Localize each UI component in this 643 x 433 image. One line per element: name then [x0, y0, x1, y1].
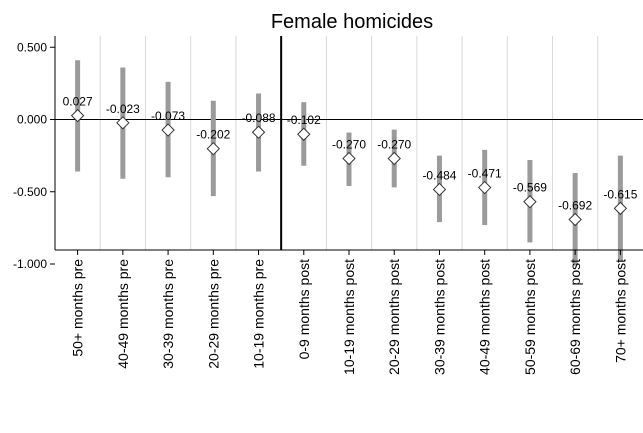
- point-marker: [116, 116, 130, 130]
- data-label: -0.073: [151, 109, 185, 123]
- y-tick-label: -0.500: [13, 185, 47, 199]
- point-marker: [613, 201, 628, 216]
- x-tick-label: 30-39 months post: [431, 259, 447, 375]
- data-label: 0.027: [63, 95, 93, 109]
- x-tick-label: 10-19 months post: [341, 259, 357, 375]
- point-marker: [568, 212, 582, 227]
- y-tick-label: 0.500: [17, 40, 47, 54]
- data-label: -0.088: [242, 111, 276, 125]
- point-marker: [342, 151, 356, 166]
- point-estimates: [70, 108, 628, 227]
- point-marker: [477, 180, 492, 195]
- x-tick-label: 40-49 months pre: [115, 259, 131, 369]
- y-tick-label: 0.000: [17, 113, 47, 127]
- x-tick-label: 40-49 months post: [477, 259, 493, 375]
- reference-lines: [55, 36, 643, 250]
- point-marker: [297, 127, 311, 141]
- data-label: -0.569: [513, 181, 547, 195]
- data-label: -0.484: [422, 168, 456, 182]
- y-axis: 0.500 0.000 -0.500 -1.000: [13, 36, 56, 271]
- data-labels: 0.027 -0.023 -0.073 -0.202 -0.088 -0.102 -0.27…: [63, 95, 638, 213]
- point-marker: [251, 125, 266, 139]
- point-marker: [206, 141, 221, 156]
- data-label: -0.270: [377, 138, 411, 152]
- data-label: -0.202: [196, 128, 230, 142]
- x-tick-label: 60-69 months post: [567, 259, 583, 375]
- y-tick-label: -1.000: [13, 257, 47, 271]
- data-label: -0.270: [332, 138, 366, 152]
- x-tick-label: 50+ months pre: [70, 259, 86, 357]
- point-marker: [387, 151, 401, 166]
- x-tick-label: 10-19 months pre: [251, 259, 267, 369]
- data-label: -0.102: [287, 113, 321, 127]
- data-label: -0.692: [558, 198, 592, 212]
- data-label: -0.471: [468, 167, 502, 181]
- point-marker: [70, 108, 85, 123]
- data-label: -0.023: [106, 102, 140, 116]
- x-tick-label: 20-29 months pre: [205, 259, 221, 369]
- x-tick-label: 70+ months post: [612, 259, 628, 363]
- point-marker: [161, 123, 175, 137]
- x-tick-label: 50-59 months post: [522, 259, 538, 375]
- x-tick-label: 30-39 months pre: [160, 259, 176, 369]
- point-marker: [523, 195, 537, 209]
- x-tick-label: 20-29 months post: [386, 259, 402, 375]
- x-axis: 50+ months pre 40-49 months pre 30-39 mont…: [55, 249, 643, 375]
- data-label: -0.615: [603, 187, 637, 201]
- grid-lines: [99, 36, 599, 250]
- chart-title: Female homicides: [271, 11, 433, 33]
- x-tick-label: 0-9 months post: [296, 259, 312, 359]
- point-marker: [432, 182, 447, 197]
